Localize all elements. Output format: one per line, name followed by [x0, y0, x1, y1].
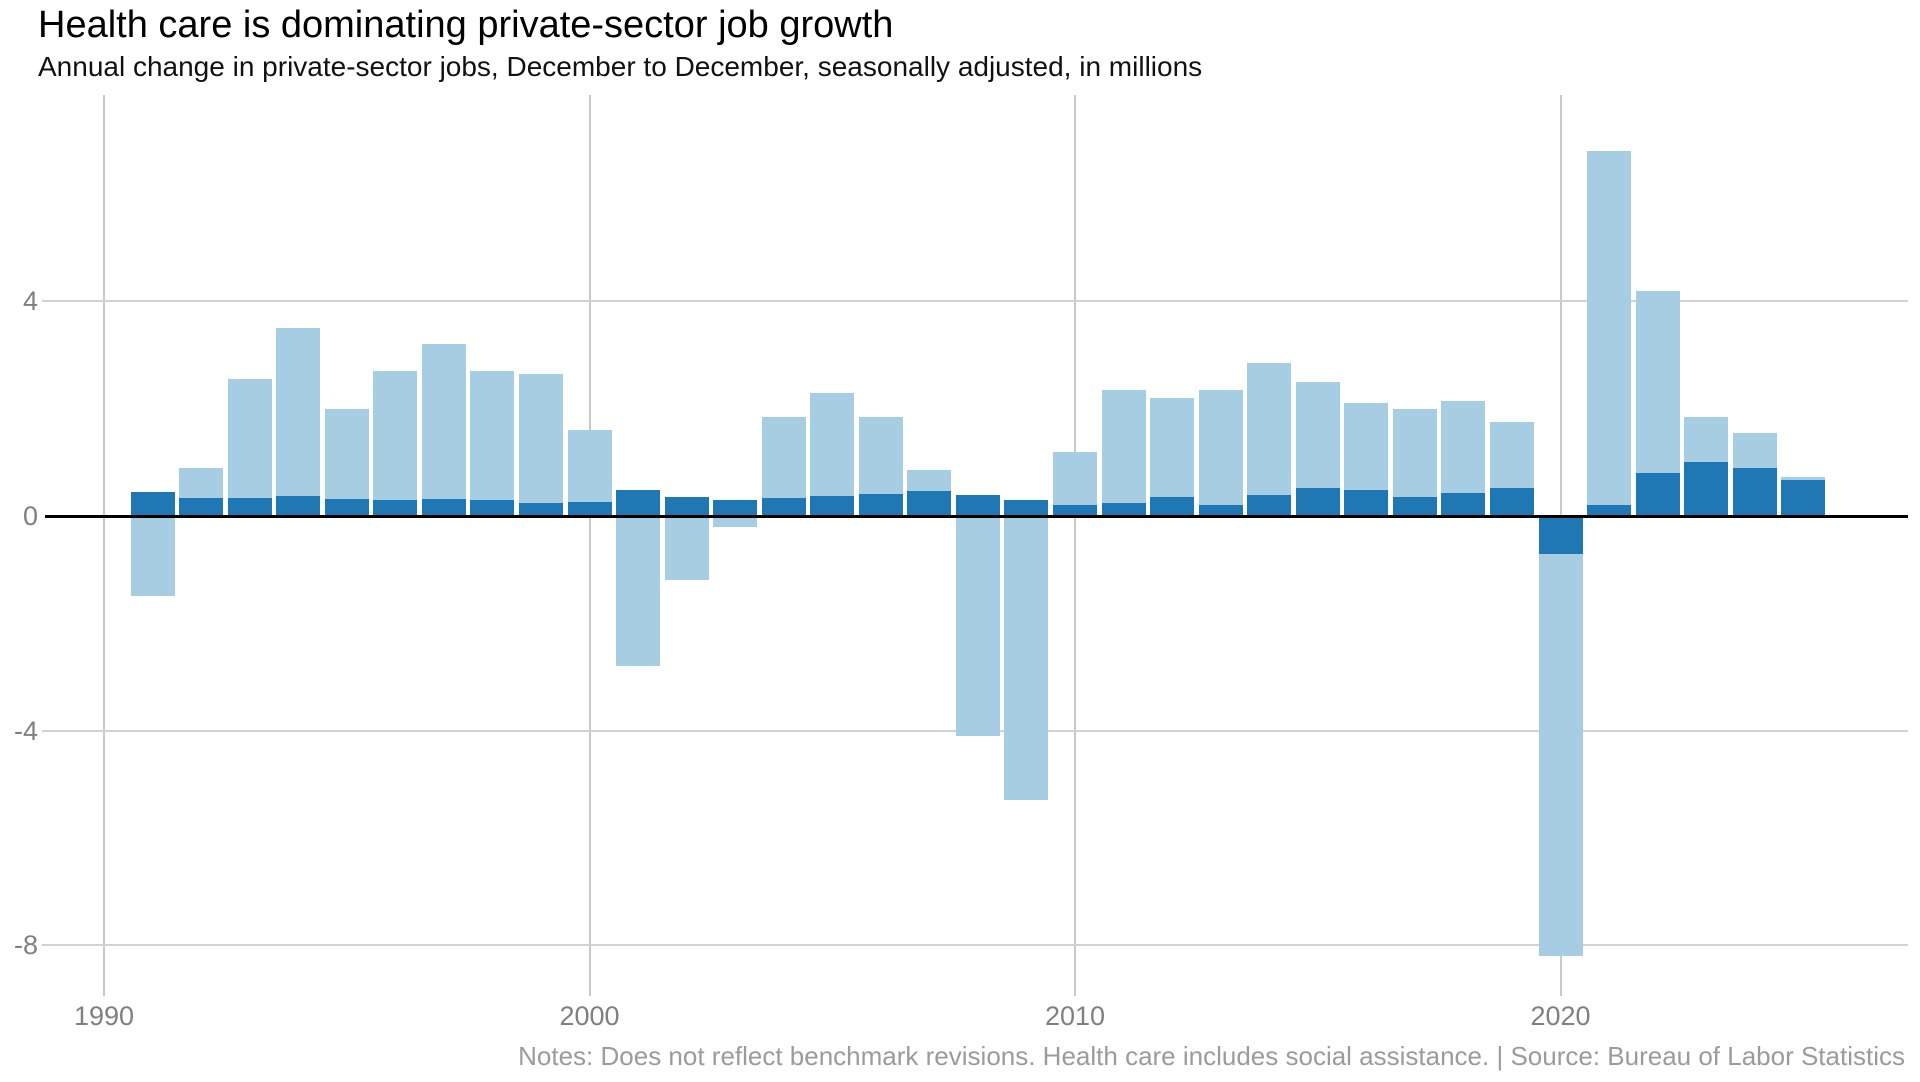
bar-healthcare-1991 — [130, 491, 175, 516]
bar-healthcare-2011 — [1101, 502, 1146, 516]
x-tick-label-2020: 2020 — [1530, 1001, 1591, 1031]
bar-healthcare-2008 — [955, 494, 1000, 516]
bar-total-1996 — [373, 371, 418, 516]
bar-total-2013 — [1198, 389, 1243, 516]
bar-total-2021 — [1587, 151, 1632, 516]
bar-healthcare-1999 — [518, 503, 563, 516]
bar-healthcare-1997 — [421, 498, 466, 516]
x-gridline-1990 — [103, 95, 105, 996]
bar-healthcare-2025 — [1781, 480, 1826, 516]
bar-healthcare-1994 — [276, 496, 321, 516]
bar-total-2010 — [1053, 451, 1097, 516]
bar-total-2009 — [1004, 516, 1049, 801]
bar-healthcare-2006 — [858, 494, 903, 516]
y-gridline--8 — [42, 944, 1908, 947]
bar-healthcare-1995 — [324, 498, 369, 516]
bar-total-2001 — [616, 516, 661, 667]
y-gridline-4 — [42, 300, 1908, 303]
x-gridline-2000 — [588, 95, 591, 996]
bar-healthcare-2023 — [1684, 462, 1729, 516]
bar-healthcare-2009 — [1004, 499, 1049, 516]
bar-total-2020 — [1538, 516, 1583, 956]
bar-healthcare-2015 — [1295, 487, 1340, 516]
bar-total-2012 — [1150, 397, 1195, 516]
bar-healthcare-2003 — [713, 499, 758, 516]
bar-total-2011 — [1101, 389, 1146, 516]
x-tick-label-2010: 2010 — [1044, 1001, 1106, 1031]
bar-healthcare-2014 — [1247, 495, 1292, 516]
bar-healthcare-1996 — [373, 499, 418, 516]
bar-healthcare-2007 — [907, 490, 952, 516]
bar-total-2002 — [664, 516, 709, 581]
bar-healthcare-1993 — [227, 498, 272, 516]
y-tick-label--8: -8 — [13, 930, 38, 961]
bar-healthcare-2013 — [1198, 505, 1243, 516]
bar-healthcare-2012 — [1150, 497, 1195, 516]
bar-healthcare-2005 — [810, 496, 855, 516]
bar-total-1994 — [276, 328, 321, 516]
bar-healthcare-2002 — [664, 497, 709, 516]
bar-healthcare-1992 — [179, 498, 224, 516]
bar-total-1998 — [470, 371, 515, 516]
bar-healthcare-2001 — [616, 490, 661, 516]
bar-healthcare-2019 — [1489, 488, 1534, 516]
bar-healthcare-2024 — [1732, 467, 1777, 516]
y-tick-label--4: -4 — [13, 715, 38, 746]
bar-total-1993 — [227, 379, 272, 516]
bar-healthcare-2018 — [1441, 492, 1486, 516]
x-gridline-2010 — [1074, 95, 1076, 996]
chart-subtitle: Annual change in private-sector jobs, De… — [38, 51, 1203, 82]
bar-healthcare-2010 — [1053, 505, 1097, 516]
bar-healthcare-2021 — [1587, 505, 1632, 516]
bar-healthcare-2017 — [1392, 497, 1437, 516]
x-tick-label-2000: 2000 — [559, 1001, 620, 1031]
bar-total-2005 — [810, 392, 855, 516]
bar-total-1991 — [130, 516, 175, 597]
x-tick-label-1990: 1990 — [73, 1001, 135, 1031]
chart-title: Health care is dominating private-sector… — [38, 4, 894, 46]
bar-total-1999 — [518, 373, 563, 516]
bar-total-1995 — [324, 408, 369, 516]
bar-total-1997 — [421, 344, 466, 516]
bar-healthcare-1998 — [470, 500, 515, 516]
bar-total-2008 — [955, 516, 1000, 736]
y-tick-label-4: 4 — [22, 286, 38, 317]
chart-notes: Notes: Does not reflect benchmark revisi… — [518, 1041, 1905, 1071]
bar-total-2014 — [1247, 363, 1292, 516]
bar-healthcare-2022 — [1635, 473, 1680, 516]
zero-line — [45, 515, 1908, 518]
bar-healthcare-2016 — [1344, 490, 1389, 516]
y-tick-label-0: 0 — [22, 501, 38, 531]
bar-healthcare-2020 — [1538, 516, 1583, 554]
bar-total-2003 — [713, 516, 758, 527]
bar-healthcare-2004 — [761, 498, 806, 516]
bar-healthcare-2000 — [567, 501, 612, 516]
